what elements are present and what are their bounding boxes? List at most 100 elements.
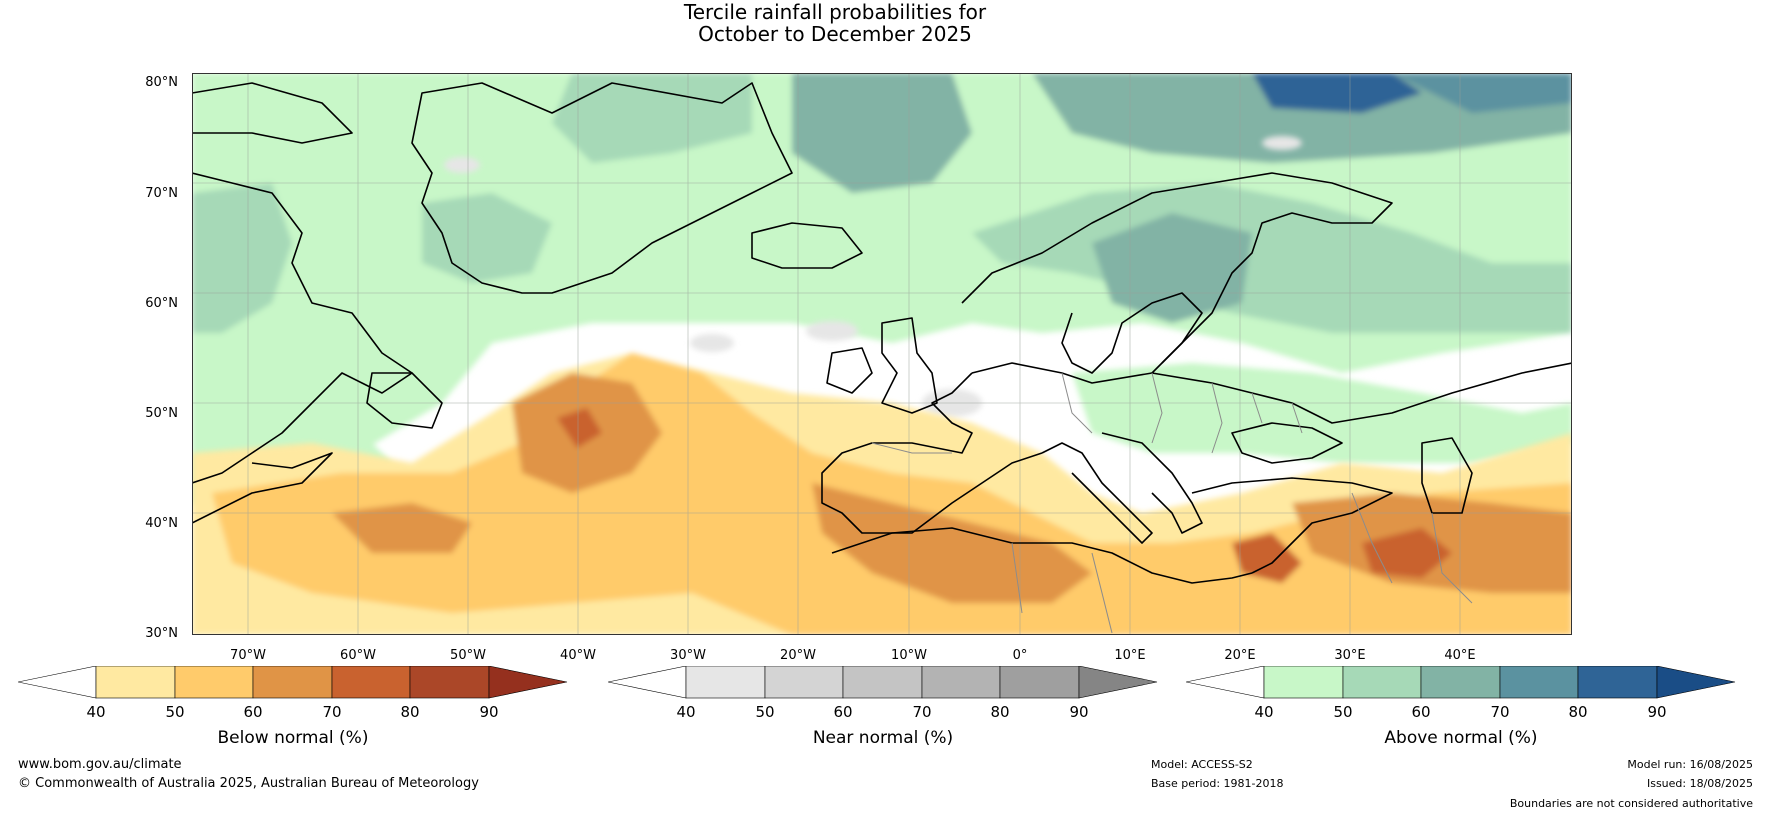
- above-arrow-high: [1656, 665, 1736, 699]
- below-color-segment: [409, 665, 490, 699]
- coast-britain: [881, 317, 938, 414]
- above-normal-legend: 40 50 60 70 80 90 Above normal (%): [1185, 665, 1736, 766]
- above-color-segment: [1420, 665, 1501, 699]
- lon-label-70w: 70°W: [230, 648, 266, 663]
- below-arrow-low: [17, 665, 97, 699]
- lon-label-20w: 20°W: [780, 648, 816, 663]
- coast-norway: [961, 172, 1393, 374]
- lon-label-40w: 40°W: [560, 648, 596, 663]
- near-color-segment: [685, 665, 766, 699]
- lon-label-50w: 50°W: [450, 648, 486, 663]
- above-arrow-low: [1185, 665, 1265, 699]
- above-labrador: [192, 183, 292, 333]
- below-atlantic-darkest: [557, 408, 602, 448]
- above-mid-atlantic: [552, 73, 752, 163]
- above-color-segment: [1342, 665, 1422, 699]
- coast-caspian: [1421, 437, 1473, 514]
- below-normal-legend: 40 50 60 70 80 90 Below normal (%): [17, 665, 568, 766]
- below-tick-90: 90: [479, 703, 499, 721]
- above-norwegian-sea: [792, 73, 972, 193]
- map-title-line2: October to December 2025: [698, 22, 972, 46]
- copyright-text: © Commonwealth of Australia 2025, Austra…: [18, 776, 479, 791]
- below-color-segment: [95, 665, 176, 699]
- lon-label-30e: 30°E: [1334, 648, 1366, 663]
- model-text: Model: ACCESS-S2: [1151, 758, 1253, 771]
- below-levant-darkest: [1232, 533, 1302, 583]
- near-tick-60: 60: [833, 703, 853, 721]
- coast-baffin: [192, 82, 353, 144]
- rainfall-probability-map: [192, 73, 1572, 635]
- coast-greenland: [411, 82, 793, 294]
- coast-italy: [1041, 442, 1153, 544]
- below-normal-title: Below normal (%): [217, 728, 369, 748]
- below-tick-60: 60: [243, 703, 263, 721]
- below-tick-40: 40: [86, 703, 106, 721]
- coast-newfoundland: [366, 372, 443, 429]
- above-tick-50: 50: [1333, 703, 1353, 721]
- near-tick-40: 40: [676, 703, 696, 721]
- near-arrow-high: [1078, 665, 1158, 699]
- above-greenland-east: [422, 193, 552, 283]
- coast-nova-scotia: [192, 452, 333, 524]
- base-period-text: Base period: 1981-2018: [1151, 777, 1284, 790]
- above-tick-70: 70: [1490, 703, 1510, 721]
- above-color-segment: [1499, 665, 1579, 699]
- near-color-segment: [764, 665, 844, 699]
- lon-label-30w: 30°W: [670, 648, 706, 663]
- above-central-europe: [1072, 363, 1572, 463]
- near-tick-50: 50: [755, 703, 775, 721]
- below-atlantic-west-dark: [332, 503, 472, 553]
- above-normal-colorbar: [1185, 665, 1736, 699]
- issued-text: Issued: 18/08/2025: [1646, 777, 1753, 790]
- above-tick-60: 60: [1411, 703, 1431, 721]
- above-color-segment: [1263, 665, 1344, 699]
- map-title-line1: Tercile rainfall probabilities for: [683, 0, 987, 24]
- country-boundaries: [871, 372, 1473, 634]
- below-color-segment: [174, 665, 254, 699]
- above-normal-title: Above normal (%): [1384, 728, 1538, 748]
- coast-balkans-greece: [1101, 432, 1203, 534]
- lat-label-80n: 80°N: [145, 75, 178, 90]
- above-svalbard: [1252, 73, 1422, 113]
- website-link[interactable]: www.bom.gov.au/climate: [18, 757, 182, 772]
- map-frame: [192, 73, 1572, 635]
- below-color-segment: [252, 665, 333, 699]
- below-tick-70: 70: [322, 703, 342, 721]
- above-finland: [1092, 213, 1252, 323]
- disclaimer-text: Boundaries are not considered authoritat…: [1509, 797, 1753, 810]
- coast-north-africa: [831, 527, 1253, 584]
- below-iraq-darkest: [1362, 528, 1452, 578]
- above-tick-40: 40: [1254, 703, 1274, 721]
- below-tick-80: 80: [400, 703, 420, 721]
- near-normal-title: Near normal (%): [812, 728, 954, 748]
- coast-turkey-levant: [1191, 477, 1393, 574]
- near-tick-80: 80: [990, 703, 1010, 721]
- near-tick-90: 90: [1069, 703, 1089, 721]
- lat-label-70n: 70°N: [145, 186, 178, 201]
- lon-label-20e: 20°E: [1224, 648, 1256, 663]
- near-normal-colorbar: [607, 665, 1158, 699]
- lat-label-40n: 40°N: [145, 516, 178, 531]
- above-arctic-east: [1392, 73, 1572, 113]
- lon-label-0: 0°: [1012, 648, 1028, 663]
- coast-france-iberia: [821, 372, 1043, 534]
- lon-label-60w: 60°W: [340, 648, 376, 663]
- lat-label-60n: 60°N: [145, 296, 178, 311]
- coastlines: [192, 82, 1572, 584]
- below-normal-colorbar: [17, 665, 568, 699]
- coast-iceland: [751, 222, 863, 269]
- near-arrow-low: [607, 665, 687, 699]
- above-tick-80: 80: [1568, 703, 1588, 721]
- lon-label-10e: 10°E: [1114, 648, 1146, 663]
- model-run-text: Model run: 16/08/2025: [1627, 758, 1753, 771]
- lon-label-40e: 40°E: [1444, 648, 1476, 663]
- above-tick-90: 90: [1647, 703, 1667, 721]
- coast-black-sea: [1231, 422, 1343, 464]
- near-tick-70: 70: [912, 703, 932, 721]
- near-color-segment: [921, 665, 1001, 699]
- above-band-north: [192, 73, 1572, 493]
- coast-sweden-baltic: [1061, 292, 1203, 374]
- near-color-segment: [999, 665, 1080, 699]
- below-tick-50: 50: [165, 703, 185, 721]
- above-scandinavia: [972, 183, 1572, 333]
